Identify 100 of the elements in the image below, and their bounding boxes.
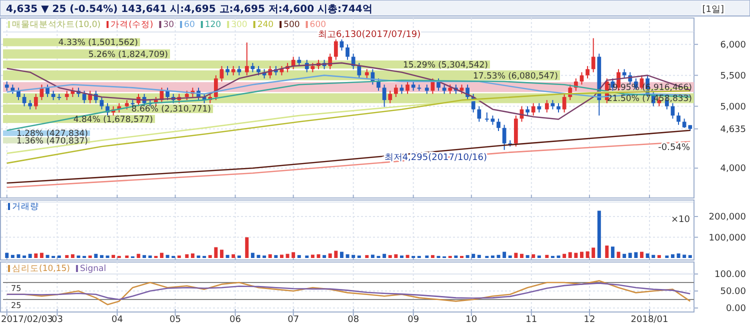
candlestick [477, 106, 482, 122]
ref-line-label: 25 [11, 301, 22, 310]
y-tick-label: 100,000 [708, 233, 746, 244]
bar [214, 247, 218, 258]
candlestick [346, 44, 350, 60]
candlestick [411, 81, 416, 92]
candlestick [28, 100, 32, 110]
legend-label: 가격(수정) [110, 20, 154, 30]
x-tick-label: 2018/01 [630, 315, 668, 325]
x-tick-label: 08 [348, 315, 360, 325]
bar [634, 252, 638, 258]
candlestick [502, 124, 506, 150]
candlestick [556, 102, 560, 113]
bar [112, 254, 116, 258]
candlestick [400, 84, 404, 94]
candlestick [406, 81, 410, 94]
bar [430, 255, 434, 258]
bar [166, 254, 170, 258]
legend-label: Signal [80, 264, 106, 274]
x-tick-label: 05 [170, 315, 181, 325]
legend-label: 120 [204, 20, 222, 30]
x-tick-label: 11 [526, 315, 538, 325]
candlestick [442, 84, 446, 94]
candlestick [237, 66, 242, 76]
bar [232, 254, 236, 258]
bar [646, 253, 650, 258]
bar [297, 255, 301, 258]
band-label: 8.66% (2,310,771) [131, 104, 211, 115]
bar [628, 252, 632, 258]
bar [610, 246, 614, 258]
bar [34, 253, 38, 258]
x-tick-label: 07 [288, 315, 300, 325]
legend-label: 60 [184, 20, 195, 30]
candlestick [4, 81, 9, 92]
candlestick [550, 100, 555, 110]
bar [676, 253, 680, 258]
candlestick [334, 38, 338, 60]
y-tick-label: 4,635 [720, 124, 746, 135]
bar [286, 254, 290, 258]
bar [16, 254, 20, 258]
y-tick-label: 0.00 [726, 304, 746, 314]
bar [394, 254, 398, 258]
bar [670, 254, 674, 258]
candlestick [622, 68, 626, 79]
bar [322, 255, 326, 258]
bar [526, 255, 530, 258]
band-label: 1.36% (470,837) [16, 136, 88, 146]
legend-title: 매물대분석차트(10,0) [12, 20, 101, 30]
candlestick [376, 78, 380, 92]
annotation: 최고6,130(2017/07/19) [318, 30, 421, 40]
candlestick [591, 38, 596, 73]
candlestick [291, 56, 296, 70]
bar [226, 254, 230, 258]
bar [250, 252, 254, 258]
band-label: 15.29% (5,304,542) [402, 60, 488, 70]
legend-label: 30 [163, 20, 174, 30]
candlestick [388, 90, 392, 104]
x-tick-label: 06 [230, 315, 242, 325]
bar [520, 254, 524, 258]
x-tick-label: 12 [584, 315, 596, 325]
candlestick [562, 93, 566, 113]
band-label: 4.84% (1,678,577) [73, 114, 153, 125]
candlestick [214, 74, 218, 101]
candlestick [256, 66, 260, 76]
candlestick [448, 84, 452, 94]
bar [406, 254, 410, 258]
legend-label: 240 [257, 20, 274, 30]
bar [310, 254, 314, 258]
bar [100, 255, 104, 258]
legend-label: 심리도(10,15) [12, 264, 70, 274]
bar [568, 252, 572, 258]
candlestick [70, 87, 75, 98]
bar [472, 254, 476, 258]
bar [514, 252, 518, 258]
y-tick-label: 5,000 [720, 102, 746, 112]
bar [268, 254, 272, 258]
candlestick [220, 66, 224, 82]
bar [274, 255, 278, 258]
legend-label: 600 [310, 20, 326, 30]
bar [592, 248, 596, 258]
bar [185, 254, 189, 258]
y-tick-label: 5,500 [720, 71, 746, 82]
y-tick-label: 4,000 [720, 164, 746, 174]
annotation: -0.54% [658, 143, 690, 153]
bar [597, 210, 601, 258]
band-label: 5.26% (1,824,709) [88, 50, 168, 60]
bar [94, 254, 98, 258]
bar [574, 252, 578, 258]
candlestick [244, 42, 249, 76]
band-label: 17.53% (6,080,547) [472, 71, 558, 82]
bar [616, 252, 620, 258]
x-tick-label: 09 [408, 315, 420, 325]
line-series [6, 130, 691, 184]
bar [5, 252, 9, 258]
bar [245, 237, 249, 258]
line-series [6, 90, 691, 164]
bar [142, 255, 146, 258]
candlestick [64, 90, 69, 101]
bar [352, 254, 356, 258]
bar [346, 254, 350, 258]
